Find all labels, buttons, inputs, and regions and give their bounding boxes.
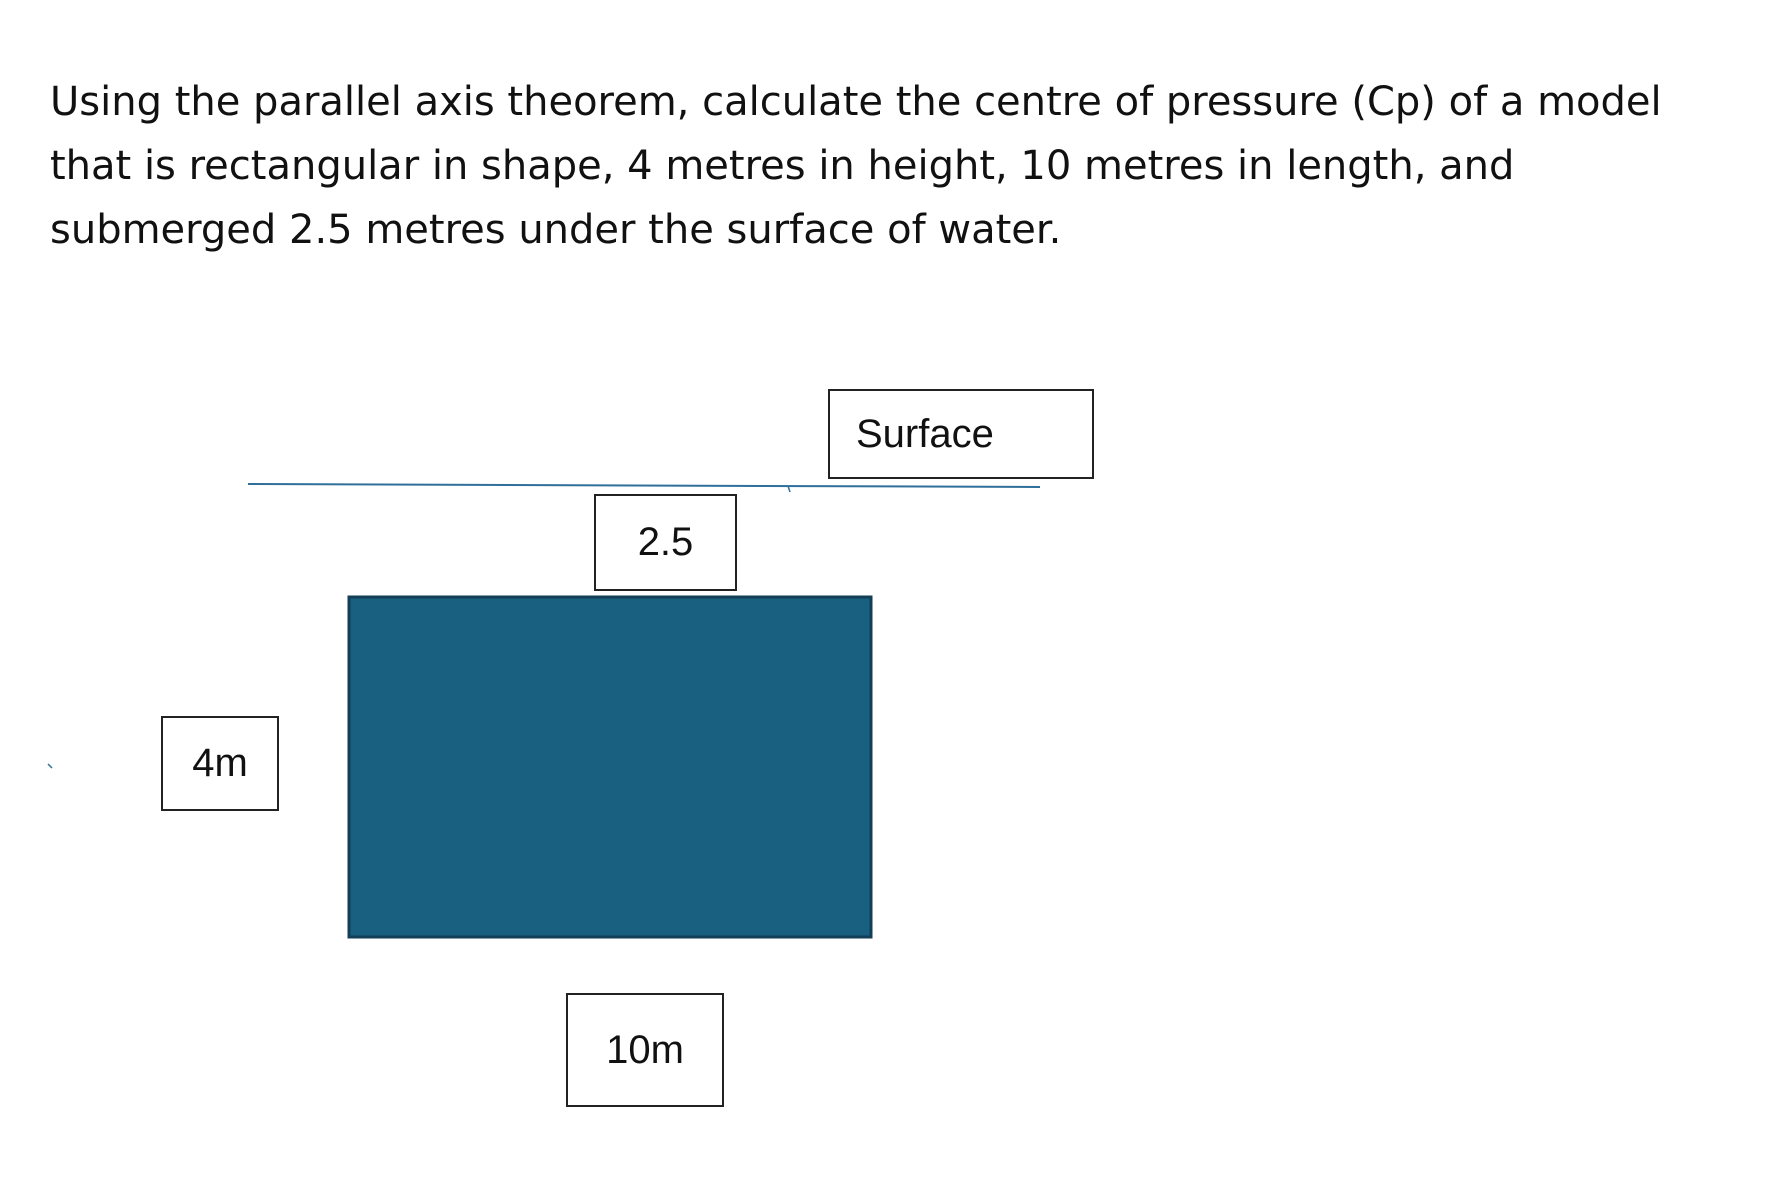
height-label: 4m	[161, 716, 279, 811]
water-surface-line	[247, 483, 1041, 488]
submerged-rectangle	[347, 595, 873, 939]
water-line-tick	[787, 485, 791, 493]
surface-label: Surface	[828, 389, 1094, 479]
length-label: 10m	[566, 993, 724, 1107]
length-label-text: 10m	[606, 1027, 684, 1072]
question-text: Using the parallel axis theorem, calcula…	[50, 79, 1662, 253]
depth-label: 2.5	[594, 494, 737, 591]
depth-label-text: 2.5	[637, 520, 694, 564]
height-label-text: 4m	[192, 741, 248, 785]
surface-label-text: Surface	[856, 411, 994, 456]
stray-mark	[47, 763, 53, 769]
